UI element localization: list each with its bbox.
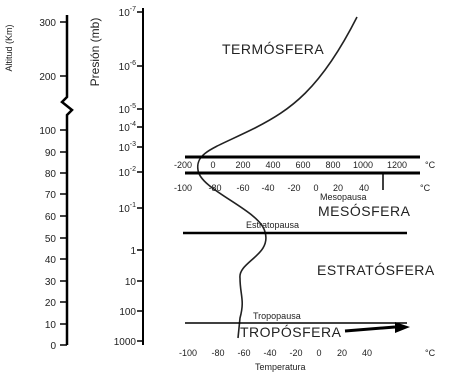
altitude-tick-label: 20	[45, 298, 57, 309]
pressure-tick-label: 10-6	[119, 60, 136, 73]
altitude-axis	[60, 15, 74, 345]
pressure-tick-label: 10-1	[119, 202, 136, 215]
temperature-profile-curve	[196, 16, 358, 339]
upper-scale-tick-label: 0	[210, 160, 215, 170]
altitude-tick-label: 10	[45, 320, 57, 331]
bottom-scale-tick-label: -100	[179, 348, 197, 358]
bottom-scale-tick-label: 0	[316, 348, 321, 358]
altitude-tick-label: 300	[39, 18, 56, 29]
bottom-scale-tick-label: 40	[362, 348, 372, 358]
altitude-tick-label: 40	[45, 255, 57, 266]
altitude-tick-label: 60	[45, 212, 57, 223]
troposphere-arrow	[344, 325, 396, 333]
upper-scale-tick-label: 1200	[387, 160, 407, 170]
stratosphere-label: ESTRATÓSFERA	[317, 262, 435, 278]
altitude-tick-label: 30	[45, 277, 57, 288]
bottom-scale-tick-label: -40	[263, 348, 276, 358]
upper-scale-tick-label: -200	[174, 160, 192, 170]
upper-scale-unit: °C	[425, 160, 436, 170]
bottom-scale-tick-label: -80	[211, 348, 224, 358]
altitude-tick-label: 90	[45, 148, 57, 159]
pressure-tick-label: 10-4	[119, 121, 136, 134]
pressure-tick-label: 10	[125, 277, 137, 288]
mesosphere-label: MESÓSFERA	[318, 203, 411, 219]
middle-scale-tick-label: 40	[359, 183, 369, 193]
middle-scale-tick-label: -60	[236, 183, 249, 193]
pressure-axis-title: Presión (mb)	[88, 18, 102, 87]
troposphere-label: TROPÓSFERA	[240, 324, 342, 340]
mesopause-label: Mesopausa	[320, 192, 367, 202]
altitude-tick-label: 80	[45, 169, 57, 180]
upper-scale-tick-label: 1000	[353, 160, 373, 170]
pressure-tick-label: 1000	[114, 337, 137, 348]
bottom-scale-tick-label: 20	[337, 348, 347, 358]
pressure-tick-label: 100	[119, 307, 136, 318]
middle-scale-tick-label: -40	[261, 183, 274, 193]
altitude-axis-title: Altitud (Km)	[4, 24, 14, 71]
middle-scale-tick-label: -80	[208, 183, 221, 193]
temperature-axis-title: Temperatura	[255, 362, 306, 372]
pressure-tick-label: 10-2	[119, 166, 136, 179]
upper-scale-tick-label: 400	[265, 160, 280, 170]
pressure-tick-label: 1	[130, 246, 136, 257]
upper-scale-tick-label: 800	[325, 160, 340, 170]
middle-scale-tick-label: -20	[287, 183, 300, 193]
middle-scale-unit: °C	[420, 183, 431, 193]
altitude-tick-label: 100	[39, 126, 56, 137]
altitude-tick-label: 0	[50, 341, 56, 352]
middle-scale-tick-label: 20	[333, 183, 343, 193]
bottom-scale-tick-label: -20	[289, 348, 302, 358]
pressure-tick-label: 10-5	[119, 103, 136, 116]
bottom-scale-unit: °C	[425, 348, 436, 358]
middle-scale-tick-label: 0	[313, 183, 318, 193]
thermosphere-label: TERMÓSFERA	[222, 41, 324, 57]
pressure-tick-label: 10-3	[119, 141, 136, 154]
altitude-axis-line	[60, 15, 74, 345]
upper-scale-tick-label: 200	[235, 160, 250, 170]
stratopause-label: Estratopausa	[246, 220, 299, 230]
altitude-tick-label: 70	[45, 190, 57, 201]
upper-scale-tick-label: 600	[295, 160, 310, 170]
altitude-tick-label: 50	[45, 234, 57, 245]
middle-scale-tick-label: -100	[174, 183, 192, 193]
pressure-tick-label: 10-7	[119, 6, 136, 19]
altitude-tick-label: 200	[39, 72, 56, 83]
tropopause-label: Tropopausa	[253, 311, 301, 321]
troposphere-arrowhead	[395, 322, 410, 333]
bottom-scale-tick-label: -60	[237, 348, 250, 358]
